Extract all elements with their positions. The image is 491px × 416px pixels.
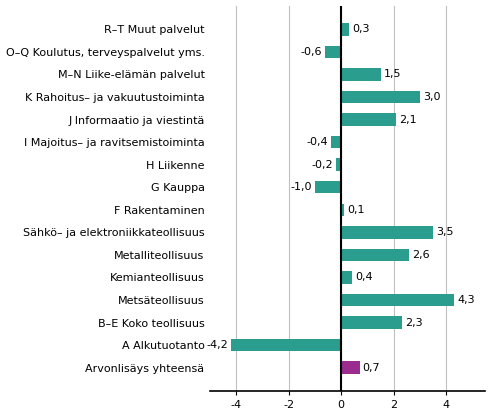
Text: -1,0: -1,0	[290, 182, 312, 192]
Text: -4,2: -4,2	[206, 340, 228, 350]
Bar	[336, 158, 341, 171]
Bar	[341, 271, 352, 284]
Bar	[315, 181, 341, 193]
Text: -0,4: -0,4	[306, 137, 327, 147]
Bar	[341, 316, 402, 329]
Bar	[341, 226, 433, 238]
Bar	[341, 362, 359, 374]
Bar	[341, 23, 349, 35]
Text: 2,3: 2,3	[405, 317, 422, 327]
Text: 4,3: 4,3	[457, 295, 475, 305]
Text: 0,3: 0,3	[352, 24, 370, 34]
Bar	[231, 339, 341, 352]
Bar	[326, 46, 341, 58]
Text: 0,4: 0,4	[355, 272, 373, 282]
Text: 0,7: 0,7	[363, 363, 381, 373]
Text: -0,2: -0,2	[311, 160, 333, 170]
Text: 3,0: 3,0	[423, 92, 440, 102]
Text: 0,1: 0,1	[347, 205, 364, 215]
Bar	[331, 136, 341, 148]
Bar	[341, 113, 396, 126]
Text: 2,1: 2,1	[400, 114, 417, 124]
Text: 3,5: 3,5	[436, 227, 454, 237]
Text: -0,6: -0,6	[301, 47, 323, 57]
Text: 2,6: 2,6	[412, 250, 430, 260]
Bar	[341, 294, 454, 306]
Bar	[341, 203, 344, 216]
Bar	[341, 68, 381, 81]
Text: 1,5: 1,5	[383, 69, 401, 79]
Bar	[341, 249, 409, 261]
Bar	[341, 91, 420, 103]
